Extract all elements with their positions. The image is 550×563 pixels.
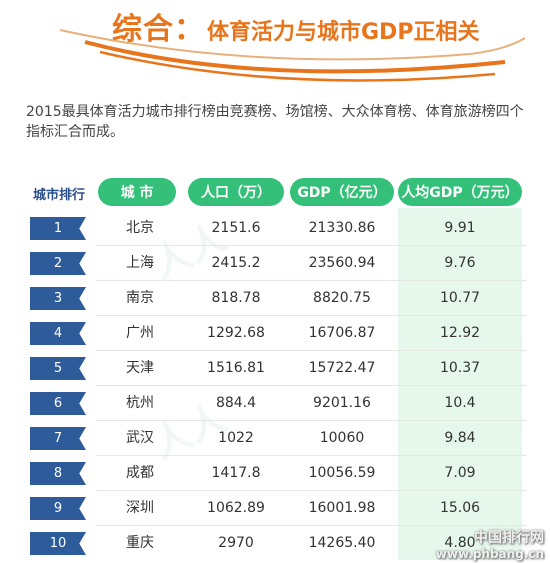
- header-gdp-per-capita: 人均GDP（万元）: [398, 178, 522, 206]
- header-population: 人口（万）: [188, 178, 284, 206]
- population-value: 884.4: [215, 395, 257, 411]
- population-value: 1062.89: [207, 500, 265, 516]
- gdp-value: 8820.75: [313, 290, 371, 306]
- rank-badge: 4: [30, 322, 86, 345]
- table-row: 7 武汉 1022 10060 9.84: [0, 421, 550, 456]
- page-title-main: 综合：: [112, 12, 205, 47]
- gdp-value: 9201.16: [313, 395, 371, 411]
- population-value: 1022: [218, 430, 254, 446]
- page-title-sub: 体育活力与城市GDP正相关: [207, 20, 480, 45]
- city-name: 天津: [126, 360, 154, 376]
- city-name: 杭州: [126, 395, 154, 411]
- title-swoosh-decoration: [59, 29, 526, 82]
- row-divider: [96, 245, 526, 246]
- city-name: 深圳: [126, 500, 154, 516]
- population-value: 1292.68: [207, 325, 265, 341]
- city-name: 重庆: [126, 535, 154, 551]
- table-row: 1 北京 2151.6 21330.86 9.91: [0, 211, 550, 246]
- city-name: 上海: [126, 255, 154, 271]
- gdp-value: 10056.59: [308, 465, 376, 481]
- row-divider: [96, 525, 526, 526]
- site-watermark-name: 中国排行网: [474, 530, 544, 546]
- population-value: 2970: [218, 535, 254, 551]
- rank-badge: 1: [30, 217, 86, 240]
- header-rank: 城市排行: [32, 188, 85, 203]
- gdp-per-capita-value: 9.76: [444, 255, 476, 271]
- gdp-per-capita-value: 9.91: [444, 220, 476, 236]
- row-divider: [96, 455, 526, 456]
- gdp-value: 15722.47: [308, 360, 376, 376]
- rank-badge: 9: [30, 497, 86, 520]
- gdp-per-capita-value: 10.77: [439, 290, 481, 306]
- header-city: 城 市: [98, 178, 176, 206]
- table-row: 10 重庆 2970 14265.40 4.80: [0, 526, 550, 561]
- header-gdp: GDP（亿元）: [290, 178, 394, 206]
- city-name: 武汉: [126, 430, 154, 446]
- population-value: 2151.6: [211, 220, 261, 236]
- city-name: 成都: [126, 465, 154, 481]
- gdp-per-capita-value: 15.06: [439, 500, 481, 516]
- rank-badge: 3: [30, 287, 86, 310]
- gdp-value: 21330.86: [308, 220, 376, 236]
- table-row: 3 南京 818.78 8820.75 10.77: [0, 281, 550, 316]
- rank-badge: 10: [30, 532, 86, 555]
- population-value: 1516.81: [207, 360, 265, 376]
- city-name: 广州: [126, 325, 154, 341]
- table-row: 5 天津 1516.81 15722.47 10.37: [0, 351, 550, 386]
- rank-badge: 7: [30, 427, 86, 450]
- gdp-value: 10060: [319, 430, 365, 446]
- table-row: 6 杭州 884.4 9201.16 10.4: [0, 386, 550, 421]
- gdp-per-capita-value: 12.92: [439, 325, 481, 341]
- gdp-value: 14265.40: [308, 535, 376, 551]
- gdp-value: 16706.87: [308, 325, 376, 341]
- rank-badge: 5: [30, 357, 86, 380]
- population-value: 2415.2: [211, 255, 261, 271]
- gdp-value: 23560.94: [308, 255, 376, 271]
- city-name: 北京: [126, 220, 154, 236]
- gdp-per-capita-value: 9.84: [444, 430, 476, 446]
- population-value: 818.78: [211, 290, 261, 306]
- gdp-per-capita-value: 10.37: [439, 360, 481, 376]
- gdp-per-capita-value: 4.80: [444, 535, 476, 551]
- gdp-value: 16001.98: [308, 500, 376, 516]
- intro-paragraph: 2015最具体育活力城市排行榜由竞赛榜、场馆榜、大众体育榜、体育旅游榜四个指标汇…: [26, 104, 524, 140]
- row-divider: [96, 420, 526, 421]
- population-value: 1417.8: [211, 465, 261, 481]
- rank-badge: 8: [30, 462, 86, 485]
- row-divider: [96, 315, 526, 316]
- table-row: 4 广州 1292.68 16706.87 12.92: [0, 316, 550, 351]
- gdp-per-capita-column-background: [398, 208, 522, 560]
- gdp-per-capita-value: 10.4: [444, 395, 476, 411]
- table-row: 9 深圳 1062.89 16001.98 15.06: [0, 491, 550, 526]
- rank-badge: 2: [30, 252, 86, 275]
- page-title: 综合： 体育活力与城市GDP正相关: [112, 4, 479, 48]
- city-name: 南京: [126, 290, 154, 306]
- rank-badge: 6: [30, 392, 86, 415]
- table-row: 8 成都 1417.8 10056.59 7.09: [0, 456, 550, 491]
- row-divider: [96, 350, 526, 351]
- gdp-per-capita-value: 7.09: [444, 465, 476, 481]
- row-divider: [96, 490, 526, 491]
- table-row: 2 上海 2415.2 23560.94 9.76: [0, 246, 550, 281]
- site-watermark: 中国排行网 www.phbang.cn: [436, 527, 544, 561]
- row-divider: [96, 385, 526, 386]
- row-divider: [96, 280, 526, 281]
- site-watermark-url: www.phbang.cn: [435, 547, 544, 561]
